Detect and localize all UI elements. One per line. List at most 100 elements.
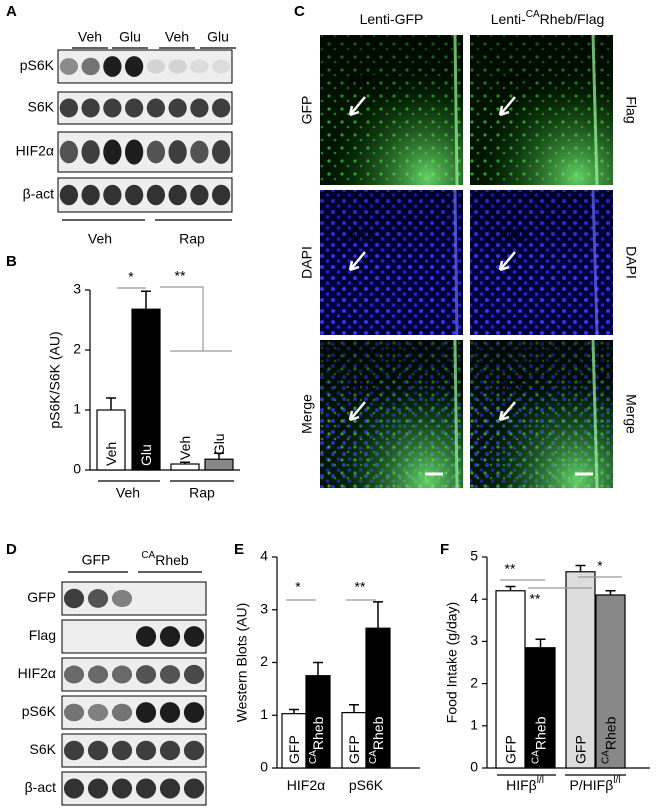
blot-label: Flag [29, 627, 56, 643]
row-label: Merge [299, 394, 315, 434]
band [211, 184, 231, 206]
band [63, 778, 85, 799]
y-tick-label: 5 [470, 548, 478, 564]
band [146, 140, 166, 164]
row-label: Flag [623, 96, 639, 123]
column-header: Lenti-CARheb/Flag [491, 9, 605, 27]
ventricle-edge [453, 189, 459, 336]
fade [320, 35, 463, 110]
bar [170, 463, 200, 471]
y-tick-label: 2 [260, 653, 268, 669]
text-part: GFP [572, 735, 588, 764]
error-bar [605, 590, 616, 595]
text-part: Veh [177, 436, 193, 460]
band [135, 778, 157, 799]
band [190, 59, 209, 74]
y-tick-label: 2 [470, 674, 478, 690]
text-part: HIF2α [287, 777, 325, 793]
superscript: CA [141, 550, 155, 561]
band [135, 702, 157, 723]
bar-label: CARheb [308, 716, 326, 764]
bar [495, 590, 526, 769]
group-label: Rap [189, 485, 215, 501]
bar-label: GFP [502, 735, 518, 764]
blot-label: HIF2α [16, 143, 54, 159]
group-label: Veh [116, 485, 140, 501]
text-part: GFP [502, 735, 518, 764]
error-bar [141, 290, 151, 310]
superscript: CA [601, 750, 612, 764]
band [183, 702, 205, 723]
arrow [348, 401, 366, 422]
band [59, 184, 79, 206]
text-part: Rheb [602, 716, 618, 750]
band [63, 665, 85, 684]
lane-group: Veh [78, 29, 102, 45]
band [190, 140, 209, 164]
band [183, 740, 205, 761]
row-label: DAPI [623, 246, 639, 279]
bar [365, 627, 391, 769]
significance-bracket [160, 286, 232, 352]
bar-label: GFP [286, 735, 302, 764]
bar [96, 409, 126, 471]
text-part: Lenti-GFP [360, 11, 424, 27]
band [81, 140, 100, 164]
row-label: GFP [299, 96, 315, 125]
row-label: Merge [623, 394, 639, 434]
fade [470, 190, 613, 263]
treatment: Veh [88, 231, 112, 247]
category-label: P/HIFβl/l [569, 775, 620, 793]
bar-label: GFP [572, 735, 588, 764]
band [168, 184, 187, 206]
bar-label: Veh [177, 436, 193, 460]
text-part: Rheb [155, 552, 189, 568]
category-label: HIF2α [287, 777, 325, 793]
significance: ** [355, 579, 366, 595]
blot-label: HIF2α [18, 665, 56, 681]
band [159, 665, 181, 684]
band [81, 98, 100, 118]
marker-label: ARC [498, 377, 528, 393]
error-bar [214, 452, 224, 460]
band [103, 98, 122, 118]
band [190, 184, 209, 206]
significance: ** [505, 561, 516, 577]
ventricle-edge [591, 339, 599, 489]
y-tick-label: 1 [260, 706, 268, 722]
superscript: CA [368, 750, 379, 764]
error-bar [106, 397, 116, 410]
marker-label: ARC [498, 227, 528, 243]
y-tick-label: 3 [470, 632, 478, 648]
band [135, 665, 157, 684]
arrow [498, 96, 516, 117]
band [211, 98, 231, 118]
y-tick-label: 1 [73, 401, 81, 417]
band [183, 664, 205, 685]
text-part: GFP [286, 735, 302, 764]
error-bar [180, 461, 190, 464]
band [124, 98, 144, 118]
panel-label: C [294, 3, 305, 20]
band [168, 98, 187, 118]
group-header: GFP [82, 552, 111, 568]
band [183, 778, 205, 799]
band [135, 740, 157, 761]
panel-label: D [6, 541, 17, 558]
band [59, 140, 79, 164]
text-part: GFP [346, 735, 362, 764]
lane-group: Glu [119, 29, 141, 45]
marker-label: ARC [348, 72, 378, 88]
y-tick-label: 0 [260, 759, 268, 775]
text-part: Glu [211, 433, 227, 455]
band [124, 184, 144, 206]
y-tick-label: 4 [260, 548, 268, 564]
marker-label: ARC [498, 72, 528, 88]
fade [320, 190, 463, 263]
superscript: CA [526, 9, 540, 20]
ventricle-edge [453, 34, 459, 186]
band [159, 702, 181, 723]
significance: * [597, 558, 603, 574]
error-bar [575, 564, 586, 572]
band [63, 703, 85, 722]
